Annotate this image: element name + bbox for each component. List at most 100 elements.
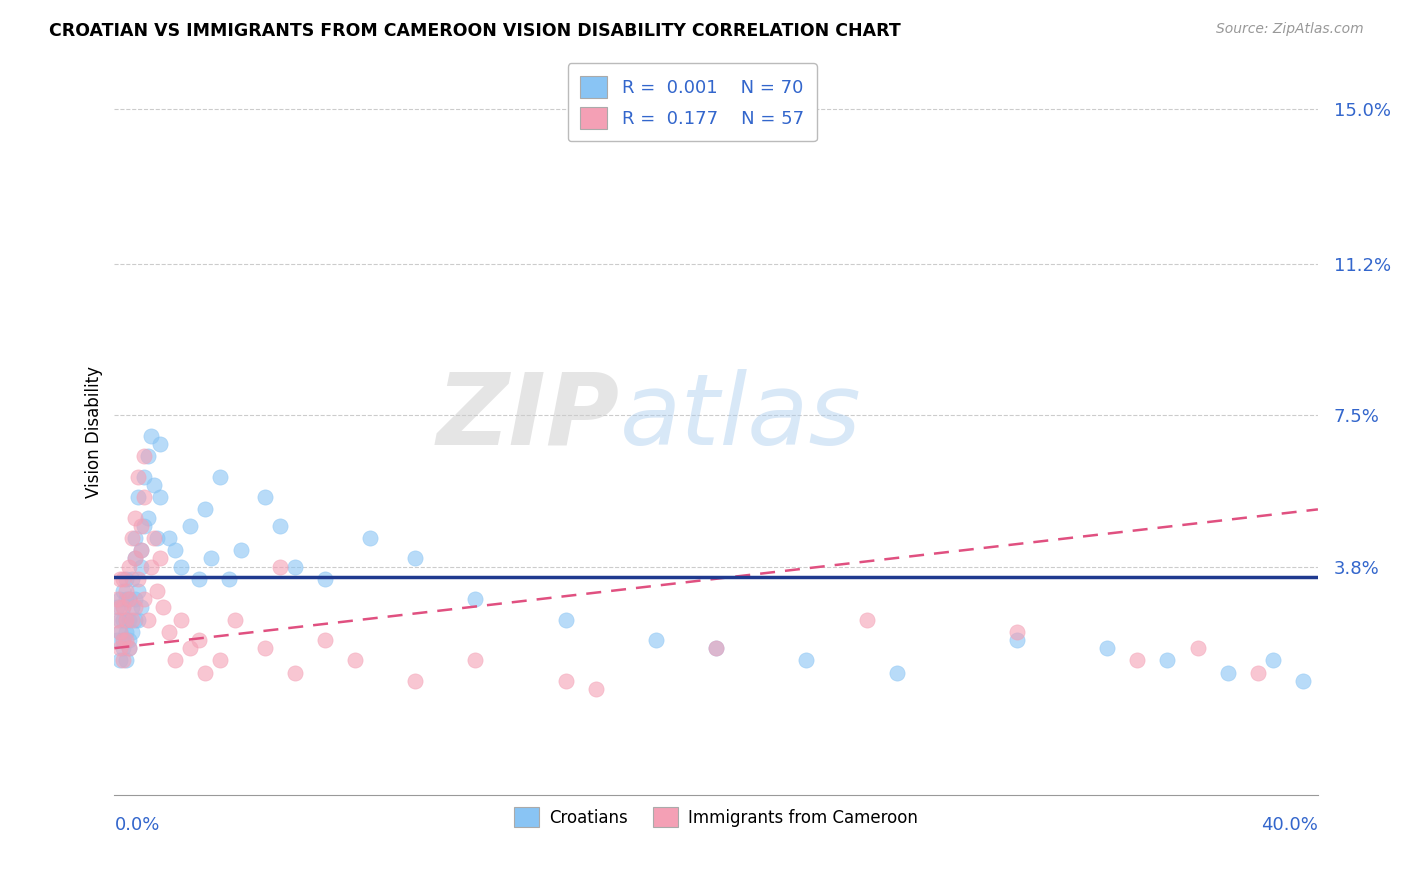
Point [112, 600, 135, 615]
Point [218, 572, 240, 586]
Point [134, 450, 156, 464]
Point [359, 531, 381, 545]
Point [200, 551, 222, 566]
Point [194, 665, 217, 680]
Point [115, 624, 138, 639]
Point [1097, 641, 1119, 656]
Point [110, 624, 132, 639]
Point [115, 572, 138, 586]
Point [344, 653, 367, 667]
Point [253, 490, 276, 504]
Point [115, 613, 138, 627]
Point [554, 673, 576, 688]
Point [107, 600, 129, 615]
Point [148, 551, 170, 566]
Point [134, 469, 156, 483]
Point [115, 584, 138, 599]
Point [115, 592, 138, 607]
Point [187, 632, 209, 647]
Point [127, 572, 149, 586]
Point [124, 600, 146, 615]
Point [107, 613, 129, 627]
Point [1187, 641, 1209, 656]
Point [145, 584, 167, 599]
Point [585, 681, 607, 696]
Point [1005, 632, 1028, 647]
Point [1261, 653, 1284, 667]
Point [169, 613, 191, 627]
Point [134, 518, 156, 533]
Point [134, 490, 156, 504]
Point [115, 632, 138, 647]
Legend: Croatians, Immigrants from Cameroon: Croatians, Immigrants from Cameroon [508, 800, 925, 834]
Point [136, 510, 159, 524]
Point [118, 641, 141, 656]
Point [115, 613, 138, 627]
Point [1156, 653, 1178, 667]
Point [157, 531, 180, 545]
Point [284, 559, 307, 574]
Point [121, 572, 143, 586]
Point [704, 641, 727, 656]
Point [208, 469, 231, 483]
Text: 0.0%: 0.0% [114, 815, 160, 833]
Point [124, 510, 146, 524]
Point [127, 469, 149, 483]
Point [229, 543, 252, 558]
Point [142, 531, 165, 545]
Point [554, 613, 576, 627]
Text: CROATIAN VS IMMIGRANTS FROM CAMEROON VISION DISABILITY CORRELATION CHART: CROATIAN VS IMMIGRANTS FROM CAMEROON VIS… [49, 22, 901, 40]
Point [855, 613, 877, 627]
Point [179, 518, 201, 533]
Point [131, 600, 153, 615]
Point [112, 613, 135, 627]
Point [157, 624, 180, 639]
Point [121, 613, 143, 627]
Point [464, 592, 486, 607]
Point [269, 518, 291, 533]
Point [314, 572, 336, 586]
Point [704, 641, 727, 656]
Point [118, 559, 141, 574]
Point [118, 592, 141, 607]
Point [112, 572, 135, 586]
Point [404, 673, 426, 688]
Point [124, 551, 146, 566]
Point [1247, 665, 1270, 680]
Point [1126, 653, 1149, 667]
Point [110, 592, 132, 607]
Point [139, 559, 162, 574]
Point [796, 653, 818, 667]
Point [131, 518, 153, 533]
Point [124, 613, 146, 627]
Point [136, 450, 159, 464]
Text: 40.0%: 40.0% [1261, 815, 1317, 833]
Point [107, 632, 129, 647]
Point [284, 665, 307, 680]
Point [118, 632, 141, 647]
Point [1216, 665, 1239, 680]
Point [148, 490, 170, 504]
Point [404, 551, 426, 566]
Point [121, 531, 143, 545]
Point [131, 559, 153, 574]
Text: ZIP: ZIP [437, 368, 620, 466]
Point [118, 592, 141, 607]
Point [163, 653, 186, 667]
Point [152, 600, 174, 615]
Point [110, 613, 132, 627]
Point [136, 613, 159, 627]
Point [1005, 624, 1028, 639]
Point [110, 624, 132, 639]
Point [112, 641, 135, 656]
Point [253, 641, 276, 656]
Point [179, 641, 201, 656]
Point [124, 531, 146, 545]
Point [112, 600, 135, 615]
Text: Source: ZipAtlas.com: Source: ZipAtlas.com [1216, 22, 1364, 37]
Point [134, 592, 156, 607]
Point [107, 592, 129, 607]
Point [112, 653, 135, 667]
Point [142, 478, 165, 492]
Point [645, 632, 668, 647]
